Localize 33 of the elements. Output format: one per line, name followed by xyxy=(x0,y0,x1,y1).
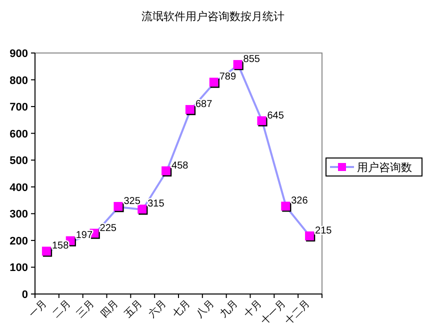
legend-label: 用户咨询数 xyxy=(357,161,412,174)
x-tick-label: 五月 xyxy=(122,298,145,320)
data-label: 855 xyxy=(243,54,260,66)
data-label: 158 xyxy=(52,240,70,252)
y-tick-label: 900 xyxy=(10,48,28,60)
legend: 用户咨询数 xyxy=(326,158,422,176)
x-tick-label: 一月 xyxy=(27,298,50,320)
data-label: 315 xyxy=(148,198,165,210)
x-tick-label: 八月 xyxy=(194,298,216,320)
data-label: 225 xyxy=(100,222,117,234)
y-tick-label: 100 xyxy=(10,262,28,274)
x-tick-label: 四月 xyxy=(98,298,121,320)
data-label: 458 xyxy=(172,160,189,172)
x-tick-label: 七月 xyxy=(170,298,193,320)
x-tick-label: 二月 xyxy=(51,298,73,320)
x-tick-label: 九月 xyxy=(218,298,240,320)
chart-title: 流氓软件用户咨询数按月统计 xyxy=(142,10,284,23)
y-tick-label: 700 xyxy=(10,102,28,114)
data-label: 687 xyxy=(195,99,213,110)
y-tick-label: 800 xyxy=(10,74,28,87)
data-label: 325 xyxy=(124,196,141,207)
data-label: 645 xyxy=(267,110,284,122)
data-label: 789 xyxy=(219,72,236,83)
x-tick-label: 三月 xyxy=(74,298,97,320)
data-label: 326 xyxy=(291,196,308,207)
x-tick-label: 六月 xyxy=(146,298,169,320)
y-tick-label: 500 xyxy=(10,155,28,168)
y-tick-label: 200 xyxy=(10,235,28,248)
y-tick-label: 0 xyxy=(22,289,28,301)
data-label: 215 xyxy=(315,225,332,236)
y-tick-label: 600 xyxy=(10,128,28,140)
y-tick-label: 400 xyxy=(10,182,28,194)
y-tick-label: 300 xyxy=(10,208,28,221)
